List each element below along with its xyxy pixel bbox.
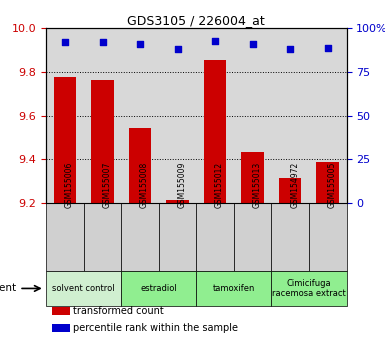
Bar [166, 200, 189, 203]
Bar [121, 203, 159, 271]
Bar [52, 307, 70, 315]
Bar [52, 324, 70, 332]
Bar [159, 203, 196, 271]
Title: GDS3105 / 226004_at: GDS3105 / 226004_at [127, 14, 265, 27]
Text: GSM154972: GSM154972 [290, 162, 299, 208]
Point [212, 38, 218, 43]
Bar [54, 78, 76, 203]
Point [174, 46, 181, 52]
Bar [241, 152, 264, 203]
Text: percentile rank within the sample: percentile rank within the sample [73, 323, 238, 333]
Text: GSM155009: GSM155009 [177, 162, 187, 208]
Text: GSM155008: GSM155008 [140, 162, 149, 208]
Text: GSM155012: GSM155012 [215, 162, 224, 208]
Bar [46, 203, 84, 271]
Point [99, 39, 105, 45]
Bar [234, 203, 271, 271]
Bar [196, 203, 234, 271]
Text: GSM155005: GSM155005 [328, 162, 337, 208]
Bar [129, 127, 151, 203]
Bar [271, 271, 346, 306]
Point [137, 41, 143, 47]
Bar [316, 162, 339, 203]
Point [62, 39, 68, 45]
Text: Cimicifuga
racemosa extract: Cimicifuga racemosa extract [272, 279, 346, 298]
Bar [271, 203, 309, 271]
Bar [84, 203, 121, 271]
Point [287, 46, 293, 52]
Text: estradiol: estradiol [141, 284, 177, 293]
Point [249, 41, 256, 47]
Bar [91, 80, 114, 203]
Point [325, 45, 331, 50]
Bar [196, 271, 271, 306]
Bar [121, 271, 196, 306]
Text: GSM155007: GSM155007 [102, 162, 112, 208]
Bar [46, 271, 121, 306]
Text: tamoxifen: tamoxifen [213, 284, 255, 293]
Text: GSM155013: GSM155013 [253, 162, 262, 208]
Bar [204, 60, 226, 203]
Bar [279, 178, 301, 203]
Bar [309, 203, 346, 271]
Text: transformed count: transformed count [73, 306, 164, 316]
Text: agent: agent [0, 284, 16, 293]
Text: solvent control: solvent control [52, 284, 115, 293]
Text: GSM155006: GSM155006 [65, 162, 74, 208]
